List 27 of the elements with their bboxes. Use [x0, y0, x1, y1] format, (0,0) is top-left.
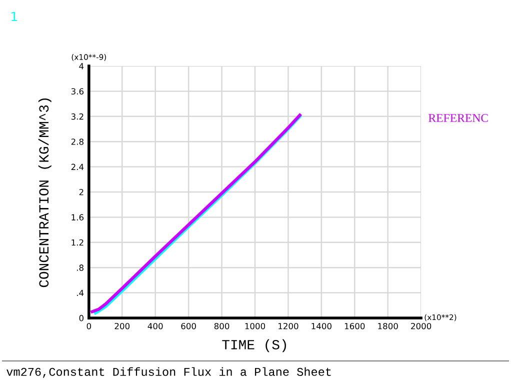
y-tick-label: 2.8 [71, 138, 84, 145]
y-tick-label: 0 [79, 314, 84, 322]
y-tick-label: 2.4 [71, 164, 84, 170]
text: REFERENC [428, 114, 488, 122]
text: vm276,Constant Diffusion Flux in a Plane Sheet [6, 367, 331, 378]
x-tick-label: 1400 [312, 322, 332, 330]
y-tick-label: 4 [79, 63, 84, 70]
y-tick-label: 1.2 [72, 239, 84, 246]
x-tick-label: 600 [181, 322, 196, 330]
x-axis-title: TIME (S) [222, 339, 286, 352]
y-tick-label: .4 [76, 290, 84, 296]
y-tick-label: 3.6 [71, 88, 84, 95]
x-tick-label: 0 [86, 322, 92, 330]
x-tick-label: 400 [148, 322, 163, 330]
y-axis-title: CONCENTRATION (KG/MM^3) [38, 98, 52, 288]
x-tick-label: 200 [114, 322, 130, 330]
x-tick-label: 1800 [378, 322, 398, 330]
x-tick-label: 800 [214, 322, 230, 330]
y-tick-label: 3.2 [71, 113, 84, 120]
x-tick-label: 1200 [278, 322, 298, 330]
y-tick-label: 2 [79, 188, 84, 196]
text: 1 [12, 12, 18, 22]
x-tick-label: 1600 [344, 322, 365, 330]
y-tick-label: .8 [76, 264, 84, 271]
y-tick-label: 1.6 [72, 214, 84, 220]
x-tick-label: 1000 [245, 322, 266, 330]
x-tick-label: 2000 [411, 322, 432, 330]
